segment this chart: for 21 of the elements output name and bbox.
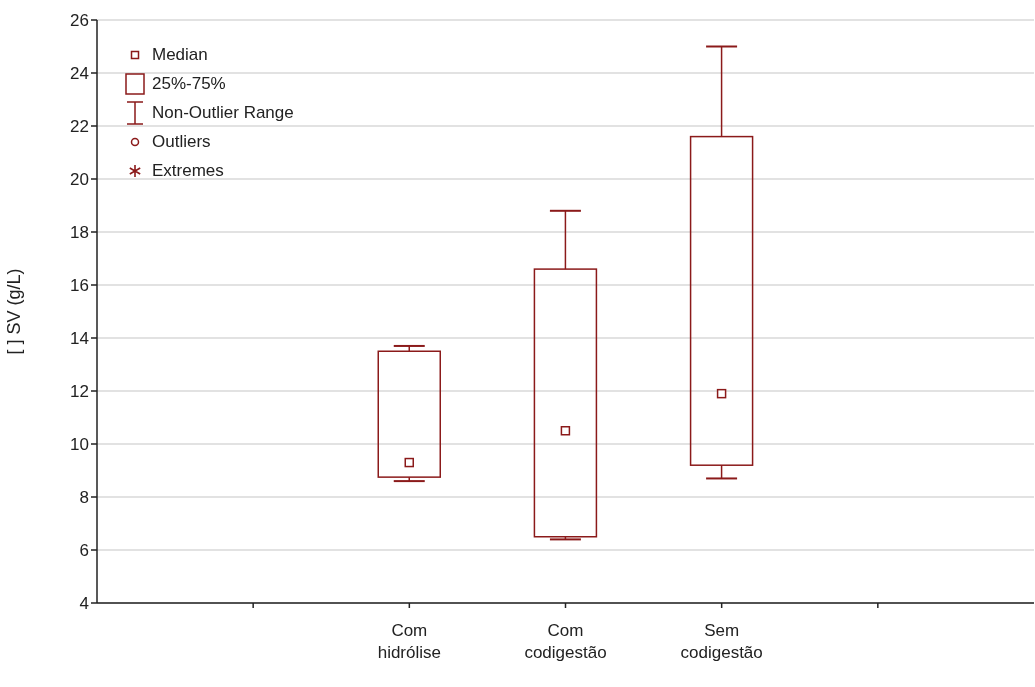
annotation: Non-Outlier Range [152,102,294,124]
y-tick-label: 10 [70,435,89,455]
y-tick-label: 6 [79,541,89,561]
y-tick-label: 24 [70,64,89,84]
x-tick-label: Com codigestão [524,621,607,662]
annotation: 25%-75% [152,73,226,95]
y-tick-label: 18 [70,223,89,243]
y-tick-label: 4 [79,594,89,614]
annotation: Extremes [152,160,224,182]
y-axis-title: [ ] SV (g/L) [4,268,25,355]
x-tick-label: Sem codigestão [680,621,763,662]
y-tick-label: 20 [70,170,89,190]
annotation: Outliers [152,131,211,153]
y-tick-label: 14 [70,329,89,349]
annotation: Median [152,44,208,66]
y-tick-label: 8 [79,488,89,508]
y-tick-label: 22 [70,117,89,137]
y-tick-label: 12 [70,382,89,402]
x-tick-label: Com hidrólise [377,621,441,662]
y-tick-label: 16 [70,276,89,296]
y-tick-label: 26 [70,11,89,31]
